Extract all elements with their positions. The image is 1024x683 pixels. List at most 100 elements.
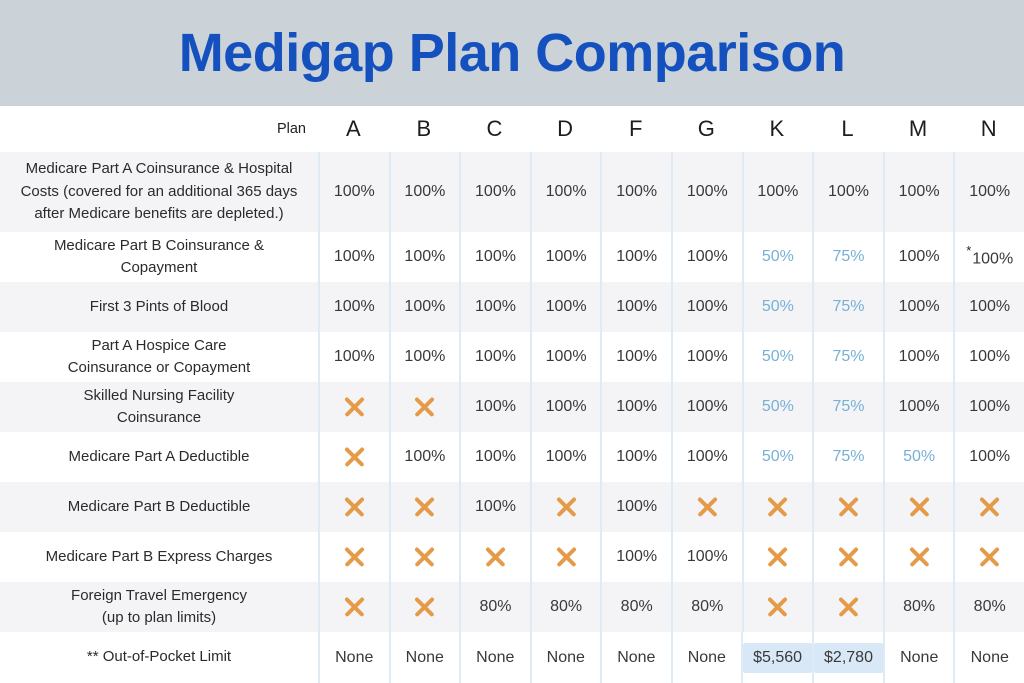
row-label: Medicare Part B Coinsurance & Copayment bbox=[0, 232, 318, 282]
row-label-line: Skilled Nursing Facility bbox=[83, 386, 235, 404]
coverage-value: 100% bbox=[757, 183, 799, 200]
value-cell-K: $5,560 bbox=[741, 632, 813, 683]
coverage-value: 100% bbox=[686, 398, 728, 415]
out-of-pocket-value: $5,560 bbox=[743, 642, 813, 673]
coverage-value: 100% bbox=[475, 348, 516, 365]
coverage-value: 100% bbox=[475, 298, 516, 315]
table-row: ** Out-of-Pocket Limit None None None None No… bbox=[0, 632, 1024, 683]
coverage-value: 50% bbox=[761, 248, 794, 265]
not-covered-x-icon bbox=[766, 496, 789, 519]
value-cell-M: 80% bbox=[882, 582, 954, 632]
coverage-value: 100% bbox=[545, 248, 587, 265]
coverage-value: 80% bbox=[479, 598, 512, 615]
coverage-value: 100% bbox=[686, 183, 728, 200]
table-row: Part A Hospice Care Coinsurance or Copaym… bbox=[0, 332, 1024, 382]
not-covered-x-icon bbox=[413, 546, 436, 569]
value-cell-N: 80% bbox=[953, 582, 1024, 632]
plan-column-header-L: L bbox=[812, 106, 883, 152]
coverage-value: 80% bbox=[691, 598, 724, 615]
value-cell-M bbox=[882, 482, 954, 532]
medigap-comparison-table: Plan A B C D F G K L M N Medicare Part A Coinsura… bbox=[0, 106, 1024, 683]
row-label-line: Medicare Part B Deductible bbox=[67, 497, 251, 515]
value-cell-F: 100% bbox=[600, 532, 671, 582]
not-covered-x-icon bbox=[413, 396, 436, 419]
not-covered-x-icon bbox=[837, 496, 860, 519]
value-cell-F: 100% bbox=[600, 332, 671, 382]
coverage-value: 100% bbox=[545, 348, 587, 365]
value-cell-G: 100% bbox=[670, 282, 742, 332]
plan-letter: G bbox=[697, 116, 715, 141]
plan-letter: B bbox=[416, 116, 432, 141]
value-cell-B: 100% bbox=[388, 432, 460, 482]
value-cell-M: None bbox=[882, 632, 954, 683]
value-cell-A bbox=[318, 482, 389, 532]
table-row: Medicare Part B Deductible 100% 100% bbox=[0, 482, 1024, 532]
table-row: Foreign Travel Emergency (up to plan limi… bbox=[0, 582, 1024, 632]
value-cell-A: 100% bbox=[318, 282, 389, 332]
value-cell-A: 100% bbox=[318, 152, 389, 232]
value-cell-G: 100% bbox=[670, 432, 742, 482]
coverage-value: 100% bbox=[333, 183, 375, 200]
value-cell-C: 80% bbox=[459, 582, 530, 632]
value-cell-M: 100% bbox=[882, 152, 954, 232]
coverage-value: 100% bbox=[686, 448, 728, 465]
coverage-value: 100% bbox=[616, 448, 658, 465]
value-cell-M: 100% bbox=[882, 332, 954, 382]
row-label-line: Foreign Travel Emergency bbox=[71, 586, 247, 604]
value-cell-L bbox=[812, 532, 883, 582]
not-covered-x-icon bbox=[837, 546, 860, 569]
row-label: Medicare Part B Deductible bbox=[0, 482, 318, 532]
value-cell-C: 100% bbox=[459, 282, 530, 332]
value-cell-L: $2,780 bbox=[812, 632, 883, 683]
not-covered-x-icon bbox=[766, 596, 789, 619]
value-cell-B bbox=[388, 532, 460, 582]
value-cell-L: 75% bbox=[812, 332, 883, 382]
coverage-value: 50% bbox=[761, 348, 794, 365]
value-cell-F: 100% bbox=[600, 482, 671, 532]
not-covered-x-icon bbox=[343, 446, 366, 469]
row-label: Medicare Part B Express Charges bbox=[0, 532, 318, 582]
coverage-value: 50% bbox=[761, 398, 794, 415]
value-cell-M: 100% bbox=[882, 232, 954, 282]
coverage-value: 100% bbox=[475, 248, 516, 265]
value-cell-D bbox=[529, 482, 601, 532]
row-label-line: Medicare Part B Express Charges bbox=[45, 547, 273, 565]
coverage-value: 100% bbox=[828, 183, 869, 200]
plan-column-header-A: A bbox=[318, 106, 389, 152]
coverage-value: 80% bbox=[903, 598, 936, 615]
row-label: First 3 Pints of Blood bbox=[0, 282, 318, 332]
row-label-line: Part A Hospice Care bbox=[91, 336, 227, 354]
value-cell-N: 100% bbox=[953, 432, 1024, 482]
coverage-value: 100% bbox=[545, 183, 587, 200]
plan-letter: D bbox=[557, 116, 574, 141]
value-cell-C: 100% bbox=[459, 482, 530, 532]
value-cell-N bbox=[953, 482, 1024, 532]
coverage-value: 50% bbox=[903, 448, 936, 465]
value-cell-D: 100% bbox=[529, 232, 601, 282]
row-label: Foreign Travel Emergency (up to plan limi… bbox=[0, 582, 318, 632]
coverage-value: 50% bbox=[761, 448, 794, 465]
value-cell-G: 100% bbox=[670, 382, 742, 432]
coverage-value: 100% bbox=[898, 298, 940, 315]
value-cell-M: 100% bbox=[882, 382, 954, 432]
plan-letter: A bbox=[345, 116, 361, 141]
row-label: Medicare Part A Coinsurance & Hospital Co… bbox=[0, 152, 318, 232]
value-cell-G bbox=[670, 482, 742, 532]
plan-letter: L bbox=[841, 116, 854, 141]
value-cell-M: 50% bbox=[882, 432, 954, 482]
coverage-value: 100% bbox=[969, 398, 1011, 415]
row-label-line: after Medicare benefits are depleted.) bbox=[34, 205, 284, 223]
coverage-value: None bbox=[476, 648, 515, 666]
not-covered-x-icon bbox=[978, 496, 1001, 519]
plan-column-header-G: G bbox=[671, 106, 742, 152]
coverage-value: None bbox=[687, 648, 726, 666]
value-cell-A bbox=[318, 532, 389, 582]
coverage-value: None bbox=[335, 648, 374, 666]
plan-letter: N bbox=[980, 116, 997, 141]
coverage-value: 100% bbox=[333, 348, 375, 365]
row-label-line: Medicare Part A Deductible bbox=[68, 447, 250, 465]
value-cell-F: None bbox=[600, 632, 671, 683]
coverage-value: 100% bbox=[616, 398, 658, 415]
asterisk-note: * bbox=[966, 243, 972, 259]
coverage-value: 100% bbox=[898, 398, 940, 415]
